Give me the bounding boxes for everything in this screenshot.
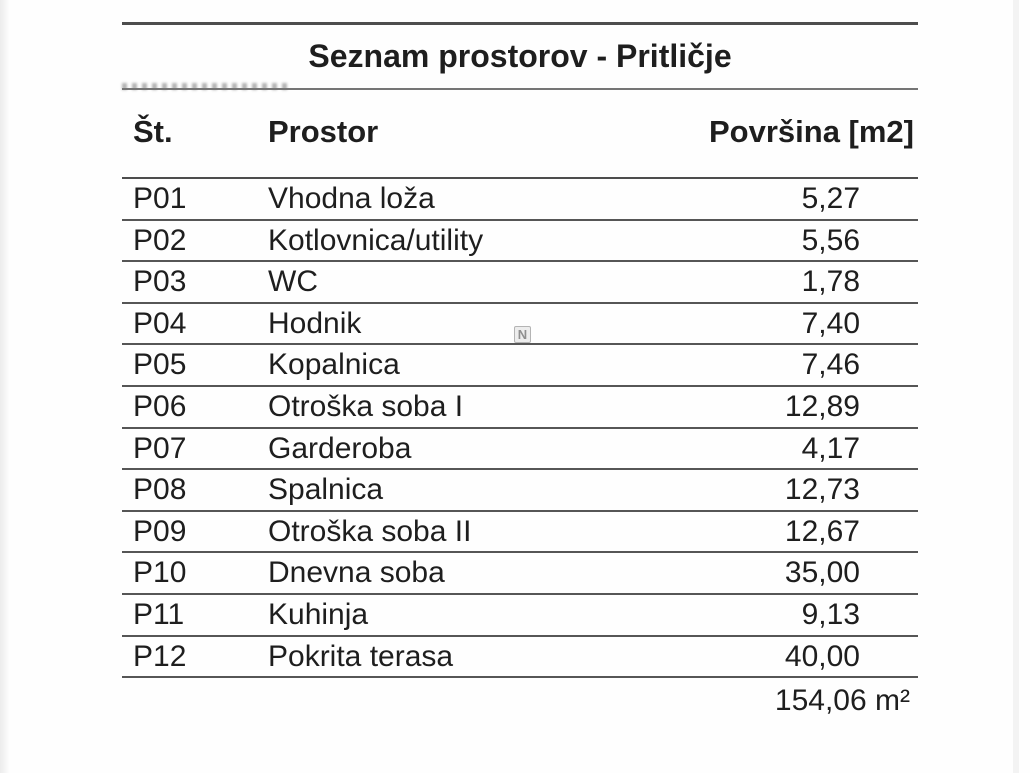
table-row: P03 WC 1,78 [122,262,918,304]
table-row: P01 Vhodna loža 5,27 [122,179,918,221]
room-name: Kuhinja [268,597,369,631]
room-name: Otroška soba I [268,389,464,423]
room-number: P05 [133,348,187,382]
room-area: 12,89 [784,389,860,423]
room-name: Kopalnica [268,348,400,382]
room-name: Pokrita terasa [268,639,454,673]
room-name: Spalnica [268,473,384,507]
scan-edge-artifact-right [1013,0,1019,773]
header-number: Št. [133,114,173,149]
title-divider-line [122,83,918,90]
room-area: 12,73 [784,473,860,507]
table-row: P06 Otroška soba I 12,89 [122,387,918,429]
room-number: P11 [133,597,185,631]
table-row: P12 Pokrita terasa 40,00 [122,637,918,679]
header-room: Prostor [268,114,379,149]
blurred-watermark-smudge [122,83,290,90]
room-number: P06 [133,389,187,423]
room-name: Vhodna loža [268,182,435,215]
scan-edge-artifact-left [0,0,10,773]
room-area: 12,67 [784,514,860,548]
room-name: Otroška soba II [268,514,472,548]
room-name: Kotlovnica/utility [268,223,484,257]
n-watermark-icon: N [514,326,531,343]
table-header-row: Št. Prostor Površina [m2] [122,90,918,179]
table-row: P09 Otroška soba II 12,67 [122,512,918,554]
room-number: P02 [133,223,187,257]
header-area: Površina [m2] [708,114,914,149]
table-row: P05 Kopalnica 7,46 [122,345,918,387]
room-number: P08 [133,473,187,507]
room-area: 7,40 [801,306,860,340]
room-name: Dnevna soba [268,556,445,590]
table-row: P07 Garderoba 4,17 [122,429,918,471]
room-area: 5,27 [801,182,860,215]
page-title: Seznam prostorov - Pritličje [308,38,732,74]
room-number: P01 [133,182,187,215]
room-name: Garderoba [268,431,412,465]
table-row: P11 Kuhinja 9,13 [122,595,918,637]
table-row: P02 Kotlovnica/utility 5,56 [122,221,918,263]
table-row: P08 Spalnica 12,73 [122,470,918,512]
room-area: 1,78 [801,265,860,299]
table-row: P10 Dnevna soba 35,00 [122,553,918,595]
room-name: Hodnik [268,306,362,340]
room-area: 5,56 [801,223,860,257]
room-number: P07 [133,431,187,465]
room-area: 4,17 [801,431,860,465]
room-area: 35,00 [784,556,860,590]
room-number: P10 [133,556,187,590]
room-list-table: Seznam prostorov - Pritličje Št. Prostor… [122,22,918,717]
room-area: 9,13 [801,597,860,631]
room-number: P04 [133,306,187,340]
room-area: 40,00 [784,639,860,673]
room-name: WC [268,265,318,299]
total-area: 154,06 m² [774,684,910,718]
room-number: P03 [133,265,187,299]
room-area: 7,46 [801,348,860,382]
room-number: P09 [133,514,187,548]
room-number: P12 [133,639,187,673]
table-row: P04 Hodnik 7,40 [122,304,918,346]
